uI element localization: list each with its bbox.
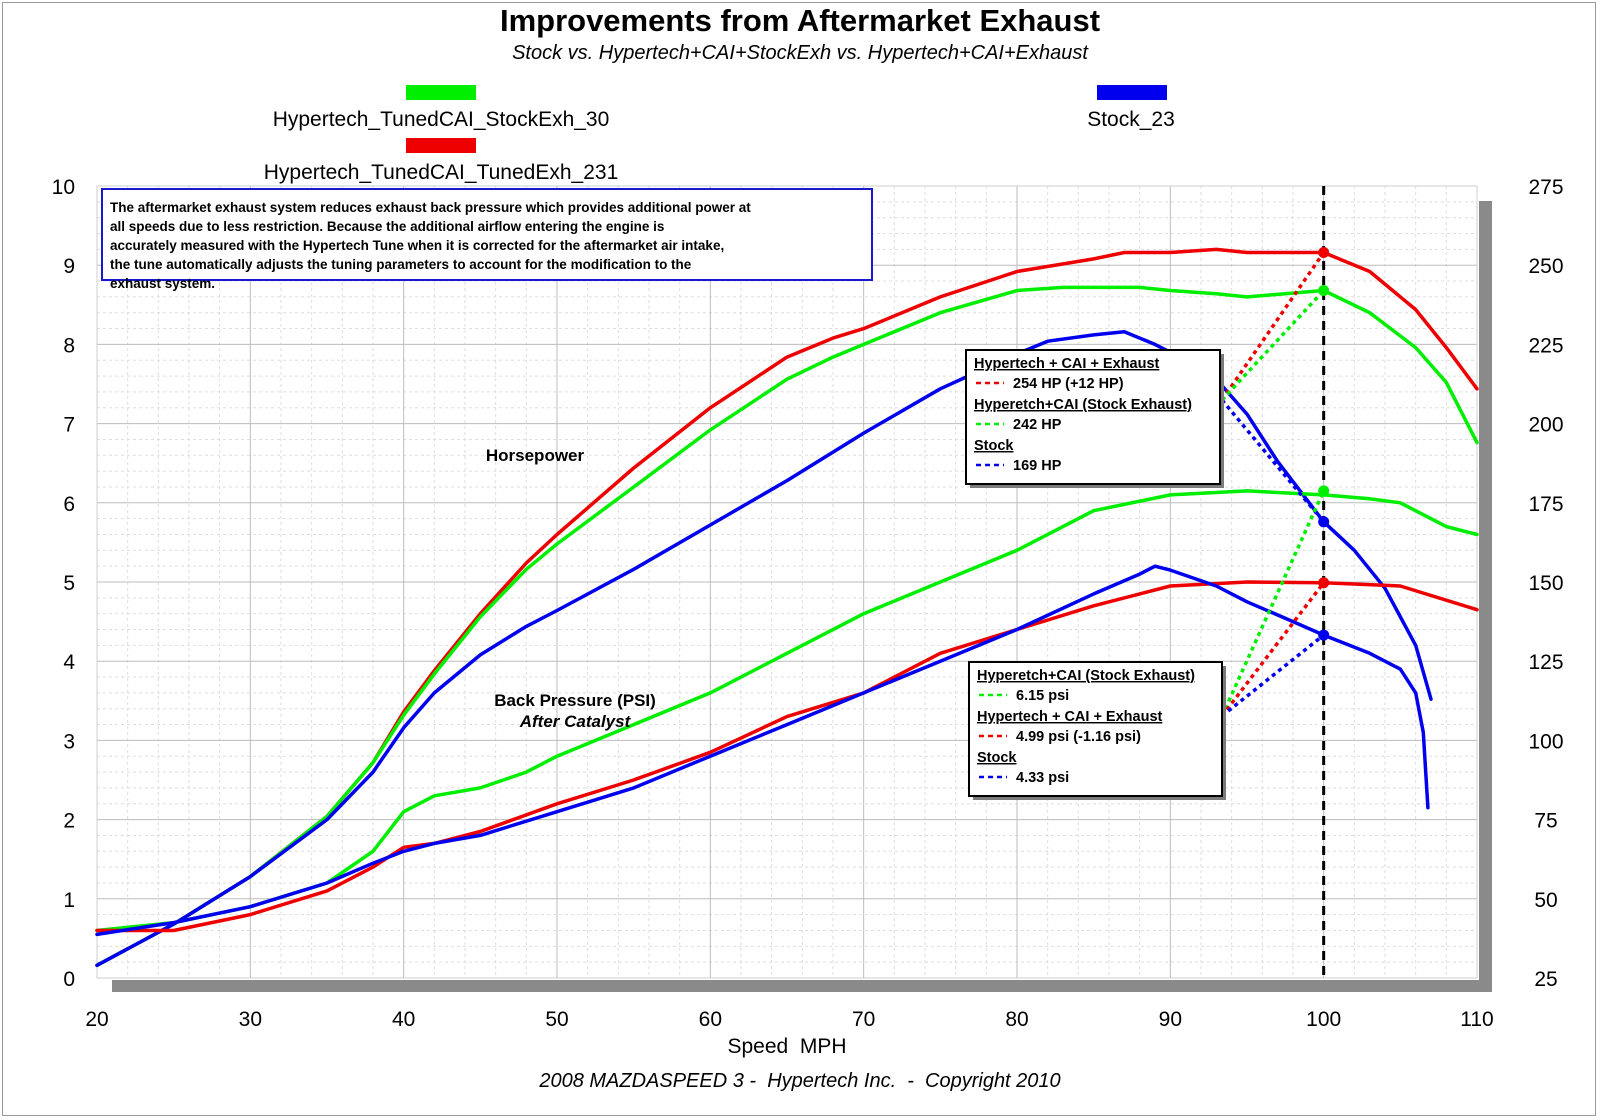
connector-2 bbox=[1220, 398, 1326, 523]
hp-callout-value-1: 242 HP bbox=[1013, 417, 1062, 433]
x-tick-label: 70 bbox=[852, 1008, 875, 1031]
psi-callout-value-2: 4.33 psi bbox=[1016, 770, 1069, 786]
psi-callout-heading-0: Hyperetch+CAI (Stock Exhaust) bbox=[977, 668, 1195, 684]
hp-callout-heading-1: Hyperetch+CAI (Stock Exhaust) bbox=[974, 397, 1192, 413]
legend-swatch-green bbox=[406, 85, 476, 100]
y-right-tick-label: 200 bbox=[1528, 414, 1563, 437]
y-left-tick-label: 9 bbox=[63, 255, 75, 278]
hp-callout-value-0: 254 HP (+12 HP) bbox=[1013, 376, 1124, 392]
y-left-tick-label: 4 bbox=[63, 651, 75, 674]
hp-callout-value-2: 169 HP bbox=[1013, 458, 1062, 474]
psi-callout-frame bbox=[968, 661, 1223, 797]
series-line-5 bbox=[95, 564, 1430, 937]
psi-callout-heading-2: Stock bbox=[977, 750, 1017, 766]
x-axis-label: Speed MPH bbox=[727, 1035, 846, 1058]
y-right-tick-label: 50 bbox=[1534, 889, 1557, 912]
y-right-tick-label: 275 bbox=[1528, 176, 1563, 199]
connector-4 bbox=[1220, 581, 1326, 718]
y-left-axis-ticks: 0 1 2 3 4 5 6 7 8 9 10 bbox=[52, 176, 76, 991]
x-tick-label: 20 bbox=[85, 1008, 108, 1031]
plot-shadow-bottom bbox=[112, 980, 1492, 992]
y-left-tick-label: 3 bbox=[63, 730, 75, 753]
connector-5 bbox=[1220, 633, 1325, 718]
x-tick-label: 110 bbox=[1460, 1008, 1493, 1031]
plot-border bbox=[96, 185, 1478, 979]
y-right-tick-label: 100 bbox=[1528, 730, 1563, 753]
plot-area bbox=[95, 185, 1492, 992]
annotation-line: accurately measured with the Hypertech T… bbox=[110, 238, 724, 253]
psi-callout-value-1: 4.99 psi (-1.16 psi) bbox=[1016, 729, 1141, 745]
x-tick-label: 60 bbox=[699, 1008, 722, 1031]
series-layer bbox=[95, 247, 1479, 968]
horsepower-label: Horsepower bbox=[486, 446, 585, 465]
x-tick-label: 100 bbox=[1306, 1008, 1341, 1031]
x-tick-label: 50 bbox=[545, 1008, 568, 1031]
plot-shadow-right bbox=[1479, 201, 1492, 992]
legend-label-green: Hypertech_TunedCAI_StockExh_30 bbox=[273, 108, 610, 131]
annotation-line: all speeds due to less restriction. Beca… bbox=[110, 219, 664, 234]
y-left-tick-label: 0 bbox=[63, 968, 75, 991]
annotation-text: The aftermarket exhaust system reduces e… bbox=[110, 200, 751, 291]
series-line-1 bbox=[95, 285, 1479, 968]
y-right-tick-label: 25 bbox=[1534, 968, 1557, 991]
hp-callout-frame bbox=[965, 349, 1221, 485]
x-tick-label: 90 bbox=[1159, 1008, 1182, 1031]
x-tick-label: 80 bbox=[1005, 1008, 1028, 1031]
series-line-3 bbox=[95, 489, 1479, 933]
legend-swatch-blue bbox=[1097, 85, 1167, 100]
back-pressure-label: Back Pressure (PSI) bbox=[494, 691, 656, 710]
y-left-tick-label: 6 bbox=[63, 493, 75, 516]
legend-swatch-red bbox=[406, 138, 476, 153]
chart-title: Improvements from Aftermarket Exhaust bbox=[500, 3, 1100, 38]
psi-callout-heading-1: Hypertech + CAI + Exhaust bbox=[977, 709, 1163, 725]
annotation-line: the tune automatically adjusts the tunin… bbox=[110, 257, 692, 272]
y-right-tick-label: 75 bbox=[1534, 810, 1557, 833]
legend-label-red: Hypertech_TunedCAI_TunedExh_231 bbox=[264, 161, 619, 184]
annotation-box bbox=[101, 188, 873, 281]
annotation-line: The aftermarket exhaust system reduces e… bbox=[110, 200, 751, 215]
connector-3 bbox=[1220, 490, 1326, 717]
dotted-connectors bbox=[1220, 251, 1326, 718]
connector-1 bbox=[1220, 289, 1325, 402]
x-axis-ticks: 20 30 40 50 60 70 80 90 100 110 bbox=[85, 1008, 1493, 1031]
y-right-tick-label: 150 bbox=[1528, 572, 1563, 595]
chart-footer: 2008 MAZDASPEED 3 - Hypertech Inc. - Cop… bbox=[538, 1070, 1060, 1092]
y-left-tick-label: 7 bbox=[63, 414, 75, 437]
y-left-tick-label: 5 bbox=[63, 572, 75, 595]
y-right-tick-label: 125 bbox=[1528, 651, 1563, 674]
psi-callout-value-0: 6.15 psi bbox=[1016, 688, 1069, 704]
chart-subtitle: Stock vs. Hypertech+CAI+StockExh vs. Hyp… bbox=[512, 42, 1089, 64]
y-right-tick-label: 175 bbox=[1528, 493, 1563, 516]
x-tick-label: 30 bbox=[239, 1008, 262, 1031]
y-left-tick-label: 2 bbox=[63, 810, 75, 833]
y-right-axis-ticks: 25 50 75 100 125 150 175 200 225 250 275 bbox=[1528, 176, 1563, 991]
hp-callout-heading-2: Stock bbox=[974, 438, 1014, 454]
psi-callout-box: Hyperetch+CAI (Stock Exhaust) 6.15 psi Hyp… bbox=[968, 661, 1226, 800]
annotation-line: exhaust system. bbox=[110, 276, 215, 291]
hp-callout-box: Hypertech + CAI + Exhaust 254 HP (+12 HP)… bbox=[965, 349, 1224, 488]
legend-label-blue: Stock_23 bbox=[1087, 108, 1175, 131]
series-line-2 bbox=[95, 329, 1433, 968]
y-right-tick-label: 225 bbox=[1528, 334, 1563, 357]
y-right-tick-label: 250 bbox=[1528, 255, 1563, 278]
y-left-tick-label: 10 bbox=[52, 176, 75, 199]
y-left-tick-label: 1 bbox=[63, 889, 75, 912]
y-left-tick-label: 8 bbox=[63, 334, 75, 357]
after-catalyst-label: After Catalyst bbox=[519, 712, 632, 731]
x-tick-label: 40 bbox=[392, 1008, 415, 1031]
connector-0 bbox=[1220, 251, 1326, 401]
hp-callout-heading-0: Hypertech + CAI + Exhaust bbox=[974, 356, 1160, 372]
